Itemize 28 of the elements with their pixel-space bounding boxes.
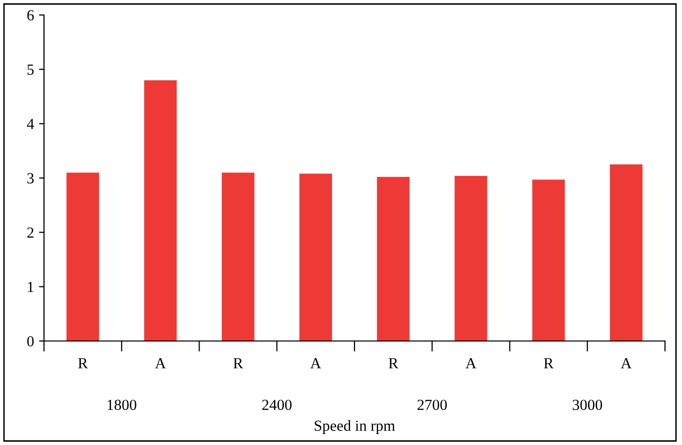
- x-tick-label: A: [155, 358, 166, 368]
- bar: [299, 174, 332, 341]
- x-tick-label: A: [466, 358, 476, 368]
- text: 2400: [262, 400, 292, 410]
- y-tick-label: 1: [28, 282, 34, 292]
- y-tick-label: 5: [28, 64, 34, 75]
- x-axis-title: Speed in rpm: [314, 420, 395, 434]
- y-tick-label: 6: [27, 10, 34, 20]
- x-tick-label: A: [310, 358, 322, 368]
- text: 2700: [418, 400, 447, 410]
- x-tick-label: R: [78, 358, 88, 368]
- x-tick-label: R: [544, 358, 554, 368]
- y-tick-label: 0: [27, 336, 34, 346]
- x-tick-label: R: [388, 358, 398, 368]
- text: 1800: [108, 400, 136, 410]
- bar: [222, 172, 254, 341]
- y-tick-label: 4: [26, 118, 34, 129]
- bar: [454, 176, 488, 341]
- bar: [610, 164, 642, 341]
- y-tick-label: 2: [27, 228, 34, 238]
- bar: [66, 172, 100, 341]
- x-tick-label: R: [233, 358, 244, 368]
- bar: [144, 80, 177, 341]
- bar: [532, 180, 565, 341]
- bar: [377, 176, 410, 341]
- text: 3000: [572, 400, 602, 410]
- y-tick-label: 3: [27, 173, 34, 184]
- x-tick-label: A: [620, 358, 632, 368]
